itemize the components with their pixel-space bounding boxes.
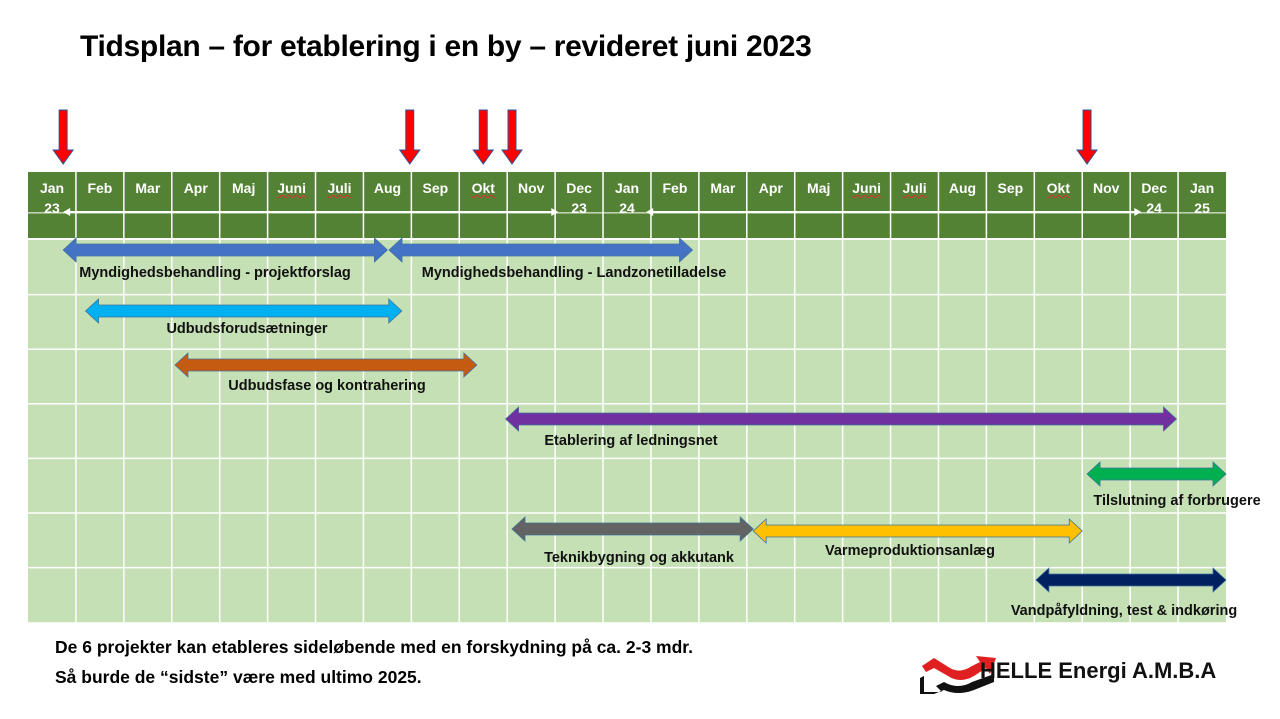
month-label: Dec	[566, 180, 592, 196]
month-label: Nov	[517, 180, 545, 196]
month-cell: Dec 23	[555, 178, 603, 218]
month-label: Mar	[710, 180, 736, 196]
task-label: Etablering af ledningsnet	[544, 433, 718, 449]
task-label: Varmeproduktionsanlæg	[824, 543, 996, 559]
month-cell: Nov	[507, 178, 555, 198]
arrow-head-right	[551, 208, 559, 216]
month-label: Juli	[902, 180, 927, 196]
header-band	[28, 172, 1226, 238]
month-cell: Juli	[891, 178, 939, 198]
month-label: Mar	[135, 180, 161, 196]
month-label: Apr	[183, 180, 208, 196]
month-label: Jan	[614, 180, 640, 196]
milestone-arrow-icon	[398, 109, 421, 165]
task-label: Vandpåfyldning, test & indkøring	[1010, 603, 1238, 619]
milestone-arrow-icon	[472, 109, 495, 165]
month-cell: Okt	[459, 178, 507, 198]
milestone-arrow-icon	[501, 109, 523, 165]
task-bar	[388, 237, 694, 263]
task-bar	[62, 237, 388, 263]
month-label: Nov	[1093, 180, 1120, 196]
month-cell: Aug	[363, 178, 411, 198]
month-cell: Nov	[1082, 178, 1130, 198]
month-cell: Dec 24	[1130, 178, 1178, 218]
month-cell: Jan 24	[603, 178, 651, 218]
year-label: 23	[44, 200, 60, 216]
month-label: Feb	[87, 180, 113, 196]
month-label: Jan	[1190, 180, 1215, 196]
arrow-head-right	[1134, 208, 1142, 216]
month-cell: Okt	[1034, 178, 1082, 198]
month-cell: Apr	[747, 178, 795, 198]
month-cell: Mar	[124, 178, 172, 198]
month-label: Sep	[997, 180, 1024, 196]
footer-note-2: Så burde de “sidste” være med ultimo 202…	[55, 667, 422, 687]
month-label: Okt	[471, 180, 495, 196]
month-cell: Sep	[411, 178, 459, 198]
month-cell: Juni	[843, 178, 891, 198]
month-cell: Maj	[220, 178, 268, 198]
helle-logo-icon	[920, 656, 996, 694]
month-label: Jan	[39, 180, 65, 196]
task-label: Myndighedsbehandling - projektforslag	[79, 265, 351, 281]
milestone-arrow-icon	[1076, 109, 1099, 165]
task-bar	[511, 516, 754, 542]
footer-note-1: De 6 projekter kan etableres sideløbende…	[55, 637, 693, 657]
month-cell: Feb	[76, 178, 124, 198]
month-cell: Juni	[268, 178, 316, 198]
task-label: Udbudsfase og kontrahering	[228, 378, 426, 394]
month-label: Juni	[277, 180, 306, 196]
year-label: 23	[571, 200, 587, 216]
month-cell: Feb	[651, 178, 699, 198]
grid-background	[28, 240, 1226, 623]
month-cell: Apr	[172, 178, 220, 198]
month-cell: Juli	[316, 178, 364, 198]
task-bar	[505, 406, 1178, 432]
month-label: Feb	[662, 180, 688, 196]
brand-name: HELLE Energi A.M.B.A	[980, 658, 1217, 683]
month-cell: Jan 25	[1178, 178, 1226, 218]
year-label: 24	[1146, 200, 1162, 216]
task-bar	[1086, 461, 1227, 487]
year-label: 25	[1194, 200, 1210, 216]
task-label: Tilslutning af forbrugere	[1093, 493, 1261, 509]
arrow-head-left	[63, 208, 71, 216]
month-cell: Jan 23	[28, 178, 76, 218]
task-bar	[174, 352, 478, 378]
month-label: Aug	[373, 180, 402, 196]
month-label: Okt	[1046, 180, 1070, 196]
month-label: Apr	[758, 180, 783, 196]
task-bar	[1035, 567, 1227, 593]
month-cell: Sep	[986, 178, 1034, 198]
milestone-arrow-icon	[52, 109, 75, 165]
month-cell: Maj	[795, 178, 843, 198]
month-label: Juli	[327, 180, 352, 196]
arrow-head-left	[646, 208, 654, 216]
month-cell: Aug	[938, 178, 986, 198]
month-cell: Mar	[699, 178, 747, 198]
month-label: Juni	[852, 180, 882, 196]
task-label: Udbudsforudsætninger	[166, 321, 328, 337]
year-label: 24	[619, 200, 635, 216]
month-label: Aug	[948, 180, 977, 196]
task-bar	[84, 298, 403, 324]
task-bar	[752, 518, 1083, 544]
month-label: Maj	[807, 180, 831, 196]
month-label: Dec	[1141, 180, 1167, 196]
task-label: Teknikbygning og akkutank	[544, 550, 734, 566]
month-label: Sep	[422, 180, 449, 196]
task-label: Myndighedsbehandling - Landzonetilladels…	[421, 265, 727, 281]
page-title: Tidsplan – for etablering i en by – revi…	[80, 30, 812, 63]
month-label: Maj	[232, 180, 256, 196]
